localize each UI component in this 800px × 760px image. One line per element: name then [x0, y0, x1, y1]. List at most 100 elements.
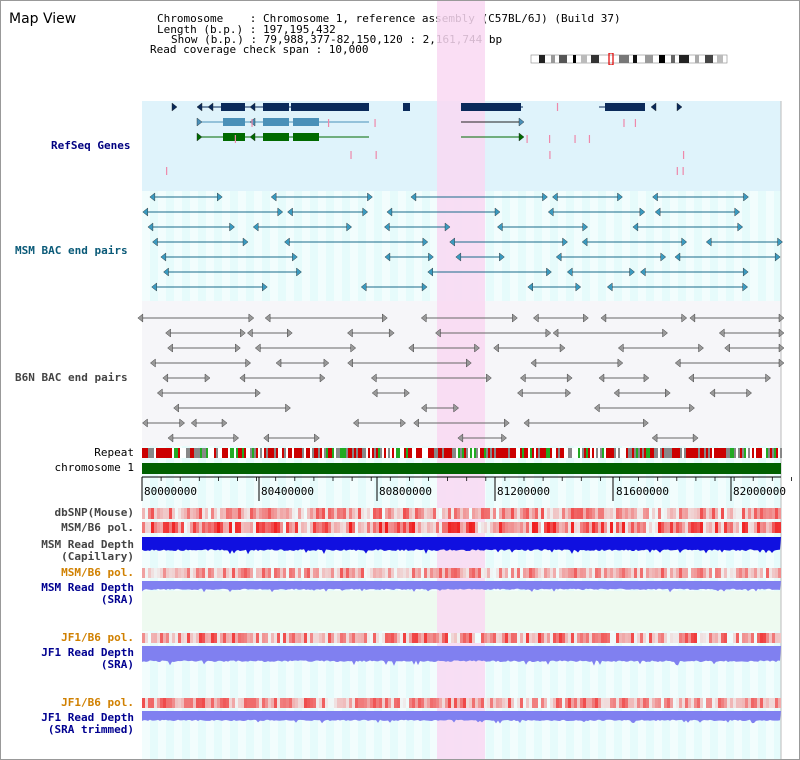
- heat-cell: [652, 508, 655, 519]
- repeat-element: [674, 448, 676, 458]
- heat-cell: [304, 568, 307, 578]
- bac-end-arrow: [240, 328, 246, 338]
- heat-cell: [268, 568, 271, 578]
- axis-tick-label: 80000000: [144, 485, 197, 498]
- heat-cell: [532, 508, 535, 519]
- heat-cell: [274, 698, 277, 708]
- bac-end-arrow: [662, 328, 668, 338]
- bac-end-arrow: [449, 237, 455, 247]
- repeat-element: [606, 448, 608, 458]
- heat-cell: [733, 508, 736, 519]
- track-label-msm-depth-capillary[interactable]: MSM Read Depth (Capillary): [41, 538, 134, 563]
- heat-cell: [184, 633, 187, 643]
- heat-cell: [712, 522, 715, 533]
- heat-cell: [481, 508, 484, 519]
- heat-cell: [610, 508, 613, 519]
- repeat-element: [508, 448, 510, 458]
- heat-cell: [679, 522, 682, 533]
- length-info: Length (b.p.) : 197,195,432: [157, 23, 336, 36]
- heat-cell: [673, 568, 676, 578]
- heat-cell: [247, 568, 250, 578]
- heat-cell: [604, 633, 607, 643]
- heat-cell: [604, 698, 607, 708]
- heat-cell: [517, 633, 520, 643]
- track-label-msm-pol-2[interactable]: MSM/B6 pol.: [61, 566, 134, 579]
- heat-cell: [295, 698, 298, 708]
- track-label-jf1-depth-sra[interactable]: JF1 Read Depth (SRA): [41, 646, 134, 671]
- heat-cell: [259, 698, 262, 708]
- repeat-element: [202, 448, 204, 458]
- track-label-b6n-bac[interactable]: B6N BAC end pairs: [15, 371, 128, 384]
- repeat-element: [282, 448, 284, 458]
- heat-cell: [322, 698, 325, 708]
- track-label-msm-pol[interactable]: MSM/B6 pol.: [61, 521, 134, 534]
- repeat-element: [692, 448, 694, 458]
- heat-cell: [646, 698, 649, 708]
- repeat-element: [216, 448, 218, 458]
- heat-cell: [397, 633, 400, 643]
- heat-cell: [316, 633, 319, 643]
- heat-cell: [406, 633, 409, 643]
- heat-cell: [268, 522, 271, 533]
- track-label-dbsnp[interactable]: dbSNP(Mouse): [54, 506, 134, 519]
- repeat-element: [386, 448, 388, 458]
- gene-tick: [251, 119, 253, 127]
- repeat-element: [408, 448, 410, 458]
- heat-cell: [538, 698, 541, 708]
- heat-cell: [433, 568, 436, 578]
- heat-cell: [688, 508, 691, 519]
- gene-arrow: [196, 117, 203, 127]
- track-label-chromosome[interactable]: chromosome 1: [54, 461, 134, 474]
- heat-cell: [277, 633, 280, 643]
- track-label-jf1-pol-2[interactable]: JF1/B6 pol.: [61, 696, 134, 709]
- heat-cell: [352, 568, 355, 578]
- heat-cell: [577, 633, 580, 643]
- heat-cell: [646, 568, 649, 578]
- heat-cell: [250, 508, 253, 519]
- heat-cell: [685, 522, 688, 533]
- heat-cell: [163, 633, 166, 643]
- bac-end-arrow: [724, 343, 730, 353]
- heat-cell: [448, 508, 451, 519]
- heat-cell: [277, 508, 280, 519]
- heat-cell: [289, 633, 292, 643]
- repeat-element: [644, 448, 646, 458]
- repeat-element: [580, 448, 582, 458]
- heat-cell: [160, 568, 163, 578]
- track-label-msm-bac[interactable]: MSM BAC end pairs: [15, 244, 128, 257]
- bac-end-arrow: [774, 252, 781, 262]
- repeat-element: [270, 448, 272, 458]
- track-label-refseq-genes[interactable]: RefSeq Genes: [51, 139, 131, 152]
- track-label-jf1-pol[interactable]: JF1/B6 pol.: [61, 631, 134, 644]
- track-label-jf1-depth-trimmed[interactable]: JF1 Read Depth (SRA trimmed): [41, 711, 134, 736]
- repeat-element: [738, 448, 740, 458]
- heat-cell: [766, 633, 769, 643]
- bac-end-arrow: [235, 343, 241, 353]
- heat-cell: [568, 633, 571, 643]
- chromosome-ideogram[interactable]: [529, 53, 729, 65]
- heat-cell: [736, 698, 739, 708]
- bac-end-arrow: [386, 207, 393, 217]
- gene-tick: [682, 167, 684, 175]
- heat-cell: [277, 522, 280, 533]
- heat-cell: [769, 698, 772, 708]
- repeat-element: [754, 448, 756, 458]
- heat-cell: [364, 522, 367, 533]
- heat-cell: [448, 568, 451, 578]
- track-label-repeat[interactable]: Repeat: [94, 446, 134, 459]
- repeat-element: [574, 448, 576, 458]
- repeat-element: [640, 448, 642, 458]
- heat-cell: [355, 522, 358, 533]
- heat-cell: [568, 568, 571, 578]
- heat-cell: [265, 698, 268, 708]
- heat-cell: [289, 568, 292, 578]
- repeat-element: [622, 448, 624, 458]
- heat-cell: [586, 508, 589, 519]
- heat-cell: [478, 698, 481, 708]
- repeat-element: [374, 448, 376, 458]
- grid-stripe: [734, 191, 742, 759]
- heat-cell: [604, 568, 607, 578]
- heat-cell: [553, 633, 556, 643]
- track-label-msm-depth-sra[interactable]: MSM Read Depth (SRA): [41, 581, 134, 606]
